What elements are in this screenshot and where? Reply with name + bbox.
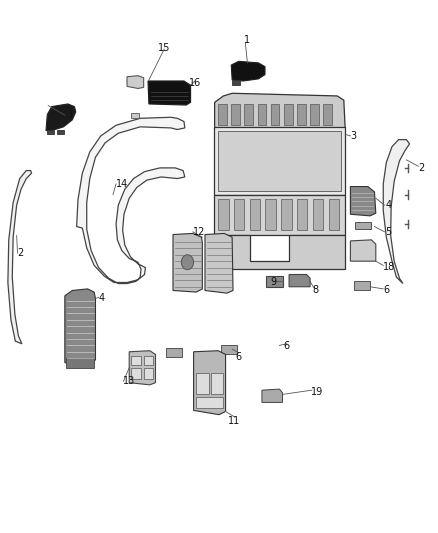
Polygon shape [8,171,32,344]
Text: 4: 4 [99,294,105,303]
Bar [196,373,209,394]
Polygon shape [46,104,76,131]
Bar [328,199,339,230]
Bar [281,199,292,230]
Bar [297,104,306,125]
Text: 16: 16 [189,78,201,87]
Text: 19: 19 [311,387,323,397]
Polygon shape [266,276,283,287]
Bar [131,368,141,379]
Polygon shape [262,389,283,402]
Text: 14: 14 [116,179,128,189]
Polygon shape [77,117,185,284]
Polygon shape [355,222,371,229]
Polygon shape [214,127,345,195]
Polygon shape [214,235,345,269]
Polygon shape [194,351,226,415]
Text: 13: 13 [123,376,135,386]
Bar [131,113,139,118]
Bar [271,104,279,125]
Bar [258,104,266,125]
Bar [244,104,253,125]
Bar [313,199,323,230]
Polygon shape [205,233,233,293]
Text: 11: 11 [228,416,240,426]
Bar [218,131,341,191]
Bar [218,199,229,230]
Bar [144,368,153,379]
Polygon shape [231,61,265,81]
Text: 2: 2 [418,163,424,173]
Polygon shape [383,140,410,284]
Bar [250,199,260,230]
Bar [323,104,332,125]
Text: 6: 6 [383,286,389,295]
Circle shape [181,255,194,270]
Bar [234,199,244,230]
Polygon shape [350,240,376,261]
Text: 5: 5 [385,227,392,237]
Bar [66,358,94,368]
Bar [310,104,319,125]
Bar [297,199,307,230]
Polygon shape [350,187,376,216]
Polygon shape [127,76,144,88]
Bar [218,104,227,125]
Text: 2: 2 [18,248,24,258]
Bar [144,356,153,365]
Text: 1: 1 [244,35,251,45]
Polygon shape [148,81,191,105]
Bar [196,397,223,408]
Polygon shape [215,93,345,128]
Bar [232,80,240,85]
Bar [47,130,54,134]
Bar [265,199,276,230]
Polygon shape [173,233,202,292]
Polygon shape [166,348,182,357]
Text: 15: 15 [158,43,170,53]
Polygon shape [221,345,237,354]
Polygon shape [354,281,370,290]
Text: 18: 18 [383,262,396,271]
Bar [284,104,293,125]
Bar [211,373,223,394]
Polygon shape [65,289,95,367]
Text: 4: 4 [385,200,392,210]
Text: 1: 1 [68,110,74,119]
Text: 12: 12 [193,227,205,237]
Text: 8: 8 [312,286,318,295]
Polygon shape [214,195,345,235]
Bar [131,356,141,365]
Text: 6: 6 [236,352,242,362]
Text: 6: 6 [284,342,290,351]
Polygon shape [129,351,155,385]
Polygon shape [289,274,310,287]
Text: 3: 3 [350,131,357,141]
Bar [57,130,64,134]
Text: 9: 9 [271,278,277,287]
Bar [231,104,240,125]
